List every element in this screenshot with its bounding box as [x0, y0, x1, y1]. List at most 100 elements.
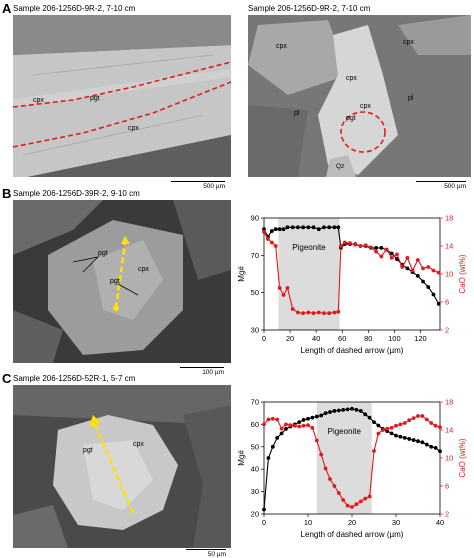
cao-data-point [275, 417, 280, 422]
mg-number-data-point [273, 227, 278, 232]
y-right-axis-label: CaO (wt%) [458, 254, 467, 293]
y-left-tick-label: 60 [251, 420, 259, 429]
mineral-label-pgt: pgt [83, 447, 93, 454]
y-left-tick-label: 20 [251, 510, 259, 519]
mineral-label-pgt: pgt [346, 115, 356, 122]
cao-data-point [323, 466, 328, 471]
mineral-label-cpx: cpx [346, 75, 357, 82]
x-tick-label: 80 [364, 334, 372, 343]
mg-number-data-point [389, 251, 394, 256]
mg-number-data-point [327, 225, 332, 230]
cao-data-point [285, 286, 290, 290]
panel-c-scalebar: 50 µm [186, 549, 226, 558]
mineral-label-pgt: pgt [110, 278, 120, 285]
cao-data-point [341, 498, 346, 502]
mineral-label-cpx: cpx [133, 441, 144, 448]
x-tick-label: 20 [348, 518, 356, 527]
cao-data-point [407, 418, 412, 423]
cao-data-point [295, 310, 300, 315]
cao-data-point [306, 310, 311, 315]
cao-data-point [288, 423, 293, 427]
mg-number-data-point [311, 225, 316, 230]
cao-data-point [350, 505, 354, 509]
mg-number-data-point [336, 225, 341, 230]
cao-data-point [424, 417, 429, 422]
mineral-label-pl: pl [294, 110, 300, 117]
mg-number-data-point [345, 407, 350, 412]
panel-a-left-scalebar: 500 µm [171, 181, 225, 191]
panel-c-letter: C [2, 371, 12, 386]
cao-data-point [319, 452, 324, 457]
mg-number-data-point [284, 426, 288, 431]
mg-number-data-point [332, 409, 337, 413]
x-axis-label: Length of dashed arrow (µm) [301, 346, 404, 355]
panel-b-micrograph: pgt pgt cpx [13, 200, 231, 363]
mineral-label-cpx: cpx [128, 125, 139, 132]
cao-data-point [266, 417, 271, 422]
y-right-axis-label: CaO (wt%) [458, 438, 467, 477]
cao-data-point [363, 243, 368, 248]
pigeonite-label: Pigeonite [292, 243, 326, 252]
cao-data-point [372, 449, 376, 453]
cao-data-point [336, 309, 341, 314]
panel-b-chart: Pigeonite 0 20 40 60 80 100 120 30 50 70 90 2 6 10 14 18… [237, 214, 467, 356]
mg-number-data-point [316, 227, 321, 232]
y-left-tick-label: 40 [251, 465, 259, 474]
panel-c-sample-title: Sample 206-1256D-52R-1, 5-7 cm [13, 374, 136, 383]
cao-data-point [332, 310, 337, 315]
mg-number-data-point [354, 407, 359, 412]
mg-number-data-point [285, 225, 290, 230]
cao-data-point [369, 245, 373, 250]
mg-number-data-point [379, 245, 384, 250]
mg-number-data-point [336, 408, 341, 413]
panel-a-right-sample-title: Sample 206-1256D-9R-2, 7-10 cm [248, 4, 371, 13]
cao-data-point [438, 425, 442, 430]
cao-data-point [398, 422, 403, 427]
mg-number-data-point [350, 406, 354, 411]
cao-data-point [332, 484, 337, 488]
cao-data-point [358, 499, 363, 504]
cao-data-point [266, 237, 270, 241]
cao-data-point [436, 270, 441, 275]
mg-number-data-point [269, 229, 274, 233]
cao-data-point [342, 240, 347, 245]
mg-number-data-point [328, 410, 332, 414]
mg-number-data-point [431, 292, 436, 297]
mg-number-data-point [295, 225, 300, 230]
cao-data-point [273, 244, 278, 248]
y-left-axis-label: Mg# [237, 450, 246, 466]
mg-number-data-point [438, 449, 442, 454]
x-tick-label: 20 [286, 334, 294, 343]
panel-a-letter: A [2, 1, 12, 16]
mg-number-data-point [363, 412, 368, 417]
mg-number-data-point [358, 409, 363, 413]
mg-number-data-point [301, 225, 306, 230]
mg-number-data-point [415, 273, 420, 278]
mg-number-data-point [376, 423, 381, 428]
cao-data-point [431, 268, 436, 273]
cao-data-point [429, 421, 434, 425]
cao-data-point [410, 268, 415, 273]
cao-data-point [415, 258, 420, 262]
mg-number-data-point [389, 431, 394, 436]
mg-number-data-point [420, 440, 425, 445]
mineral-label-cpx: cpx [276, 43, 287, 50]
x-tick-label: 30 [392, 518, 400, 527]
mineral-label-pl: pl [408, 95, 414, 102]
y-right-tick-label: 6 [445, 298, 449, 307]
mg-number-data-point [421, 279, 425, 284]
mineral-label-cpx: cpx [360, 103, 371, 110]
cao-data-point [395, 252, 399, 257]
mg-number-data-point [405, 266, 410, 271]
mg-number-data-point [398, 434, 403, 439]
mineral-label-cpx: cpx [403, 39, 414, 46]
mg-number-data-point [424, 442, 429, 447]
x-tick-label: 10 [304, 518, 312, 527]
pigeonite-shaded-region [316, 402, 372, 514]
y-left-tick-label: 50 [251, 288, 259, 297]
cao-data-point [389, 256, 394, 260]
cao-data-point [301, 423, 306, 428]
cao-data-point [402, 421, 407, 425]
mg-number-data-point [374, 245, 379, 250]
mineral-label-cpx: cpx [33, 97, 44, 104]
